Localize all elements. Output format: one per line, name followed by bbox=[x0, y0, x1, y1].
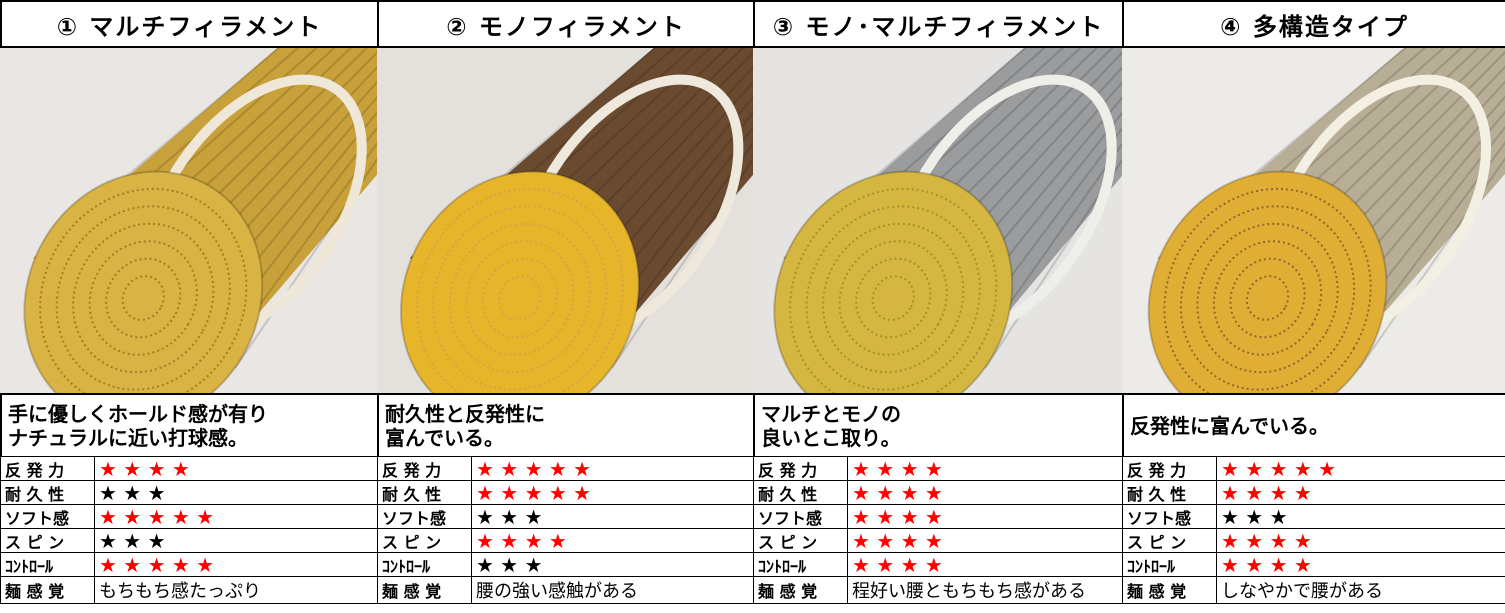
rating-label: ス ピ ン bbox=[377, 528, 472, 553]
column-title: ② モノフィラメント bbox=[377, 0, 755, 48]
rating-label: ｺﾝﾄﾛｰﾙ bbox=[753, 552, 848, 577]
description: 手に優しくホールド感が有り ナチュラルに近い打球感。 bbox=[0, 393, 378, 456]
column-title: ③ モノ･マルチフィラメント bbox=[753, 0, 1124, 48]
column-title: ① マルチフィラメント bbox=[0, 0, 379, 48]
rating-label: ｺﾝﾄﾛｰﾙ bbox=[1122, 552, 1217, 577]
rating-stars: ★ ★ ★ bbox=[1216, 504, 1505, 529]
rating-stars: ★ ★ ★ ★ ★ bbox=[94, 504, 378, 529]
feel-text: しなやかで腰がある bbox=[1216, 576, 1505, 604]
description-line: 反発性に富んでいる。 bbox=[1130, 413, 1329, 438]
column-title: ④ 多構造タイプ bbox=[1122, 0, 1505, 48]
rating-label: ソフト感 bbox=[753, 504, 848, 529]
description-line: マルチとモノの bbox=[761, 401, 901, 426]
rating-stars: ★ ★ ★ bbox=[471, 504, 754, 529]
string-illustration bbox=[753, 48, 1122, 393]
rating-label: ス ピ ン bbox=[0, 528, 95, 553]
rating-stars: ★ ★ ★ ★ bbox=[94, 456, 378, 481]
string-illustration bbox=[1122, 48, 1505, 393]
description-line: 手に優しくホールド感が有り bbox=[8, 401, 268, 426]
description-line: 良いとこ取り。 bbox=[761, 425, 901, 450]
feel-label: 麺 感 覚 bbox=[1122, 576, 1217, 604]
rating-stars: ★ ★ ★ ★ ★ bbox=[471, 480, 754, 505]
rating-label: 耐 久 性 bbox=[753, 480, 848, 505]
rating-stars: ★ ★ ★ bbox=[94, 480, 378, 505]
rating-label: 耐 久 性 bbox=[377, 480, 472, 505]
rating-stars: ★ ★ ★ ★ bbox=[847, 504, 1123, 529]
rating-stars: ★ ★ ★ ★ bbox=[847, 552, 1123, 577]
rating-label: ス ピ ン bbox=[753, 528, 848, 553]
rating-label: ｺﾝﾄﾛｰﾙ bbox=[0, 552, 95, 577]
feel-text: 程好い腰ともちもち感がある bbox=[847, 576, 1123, 604]
rating-stars: ★ ★ ★ ★ bbox=[1216, 552, 1505, 577]
description: 耐久性と反発性に 富んでいる。 bbox=[377, 393, 754, 456]
string-illustration bbox=[377, 48, 753, 393]
rating-label: ソフト感 bbox=[0, 504, 95, 529]
rating-stars: ★ ★ ★ ★ ★ bbox=[1216, 456, 1505, 481]
rating-stars: ★ ★ ★ ★ ★ bbox=[94, 552, 378, 577]
rating-stars: ★ ★ ★ ★ bbox=[471, 528, 754, 553]
rating-label: ソフト感 bbox=[377, 504, 472, 529]
rating-stars: ★ ★ ★ ★ bbox=[847, 480, 1123, 505]
feel-label: 麺 感 覚 bbox=[753, 576, 848, 604]
rating-label: ソフト感 bbox=[1122, 504, 1217, 529]
rating-label: 耐 久 性 bbox=[0, 480, 95, 505]
rating-stars: ★ ★ ★ ★ bbox=[1216, 528, 1505, 553]
rating-label: 反 発 力 bbox=[1122, 456, 1217, 481]
rating-stars: ★ ★ ★ bbox=[94, 528, 378, 553]
description-line: 耐久性と反発性に bbox=[385, 401, 545, 426]
description-line: 富んでいる。 bbox=[385, 425, 504, 450]
rating-stars: ★ ★ ★ ★ bbox=[1216, 480, 1505, 505]
description-line: ナチュラルに近い打球感。 bbox=[8, 425, 248, 450]
feel-label: 麺 感 覚 bbox=[377, 576, 472, 604]
rating-label: ス ピ ン bbox=[1122, 528, 1217, 553]
feel-text: 腰の強い感触がある bbox=[471, 576, 754, 604]
rating-label: 耐 久 性 bbox=[1122, 480, 1217, 505]
rating-stars: ★ ★ ★ bbox=[471, 552, 754, 577]
rating-label: 反 発 力 bbox=[0, 456, 95, 481]
rating-label: ｺﾝﾄﾛｰﾙ bbox=[377, 552, 472, 577]
rating-stars: ★ ★ ★ ★ ★ bbox=[471, 456, 754, 481]
feel-text: もちもち感たっぷり bbox=[94, 576, 378, 604]
feel-label: 麺 感 覚 bbox=[0, 576, 95, 604]
rating-label: 反 発 力 bbox=[377, 456, 472, 481]
rating-label: 反 発 力 bbox=[753, 456, 848, 481]
string-illustration bbox=[0, 48, 377, 393]
description: 反発性に富んでいる。 bbox=[1122, 393, 1505, 456]
description: マルチとモノの 良いとこ取り。 bbox=[753, 393, 1123, 456]
rating-stars: ★ ★ ★ ★ bbox=[847, 528, 1123, 553]
rating-stars: ★ ★ ★ ★ bbox=[847, 456, 1123, 481]
